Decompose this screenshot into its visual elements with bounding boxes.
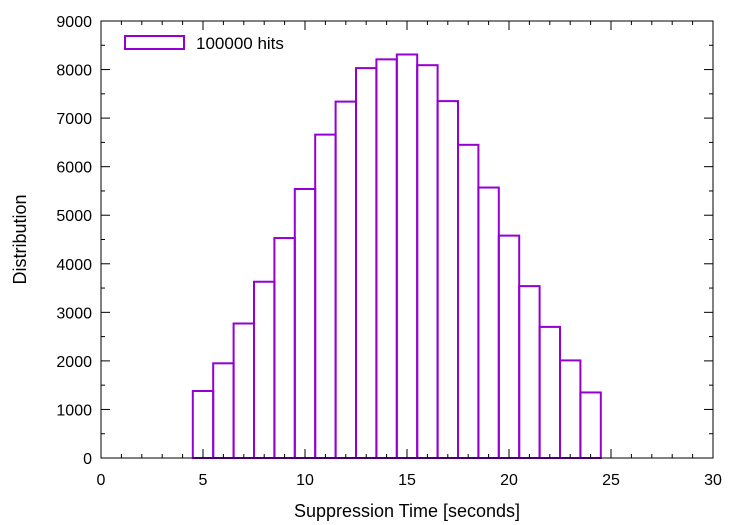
histogram-bar xyxy=(518,285,541,460)
histogram-bar xyxy=(212,362,235,460)
x-tick-label: 30 xyxy=(704,472,722,489)
legend-swatch xyxy=(124,35,185,50)
histogram-bar xyxy=(191,389,215,460)
y-tick-label: 5000 xyxy=(56,208,92,225)
x-tick-label: 0 xyxy=(97,472,106,489)
histogram-bar xyxy=(395,53,419,460)
histogram-bar xyxy=(355,67,378,460)
y-axis-title: Distribution xyxy=(10,194,30,284)
histogram-bar xyxy=(579,391,602,460)
histogram-bar xyxy=(375,58,398,460)
y-tick-label: 9000 xyxy=(56,14,92,31)
y-tick-label: 2000 xyxy=(56,354,92,371)
axis-ticks xyxy=(100,20,714,459)
x-tick-label: 25 xyxy=(602,472,620,489)
y-tick-label: 8000 xyxy=(56,63,92,80)
legend: 100000 hits xyxy=(124,34,284,53)
y-tick-label: 0 xyxy=(83,451,92,468)
x-tick-label: 5 xyxy=(199,472,208,489)
histogram-bar xyxy=(559,359,582,459)
y-tick-label: 6000 xyxy=(56,160,92,177)
histogram-bar xyxy=(457,143,480,459)
y-tick-label: 7000 xyxy=(56,111,92,128)
histogram-bar xyxy=(253,280,276,460)
histogram-bar xyxy=(273,237,296,459)
histogram-bar xyxy=(232,322,256,459)
x-axis-title: Suppression Time [seconds] xyxy=(294,501,520,521)
y-tick-label: 1000 xyxy=(56,402,92,419)
histogram-bar xyxy=(436,100,460,459)
histogram-bar xyxy=(497,234,521,459)
x-tick-label: 10 xyxy=(296,472,314,489)
histogram-bar xyxy=(334,100,358,459)
legend-label: 100000 hits xyxy=(196,34,284,53)
tick-labels: 0 5 10 15 20 25 30 0 1000 2000 3000 4000 5000 6000 700… xyxy=(56,14,722,489)
x-tick-label: 20 xyxy=(500,472,518,489)
bar-group xyxy=(191,53,602,460)
histogram-bar xyxy=(477,186,500,459)
y-tick-label: 4000 xyxy=(56,257,92,274)
y-tick-label: 3000 xyxy=(56,305,92,322)
histogram-bar xyxy=(538,325,561,459)
histogram-bar xyxy=(314,133,337,459)
histogram-bar xyxy=(416,64,439,460)
x-tick-label: 15 xyxy=(398,472,416,489)
histogram-bar xyxy=(293,188,317,459)
